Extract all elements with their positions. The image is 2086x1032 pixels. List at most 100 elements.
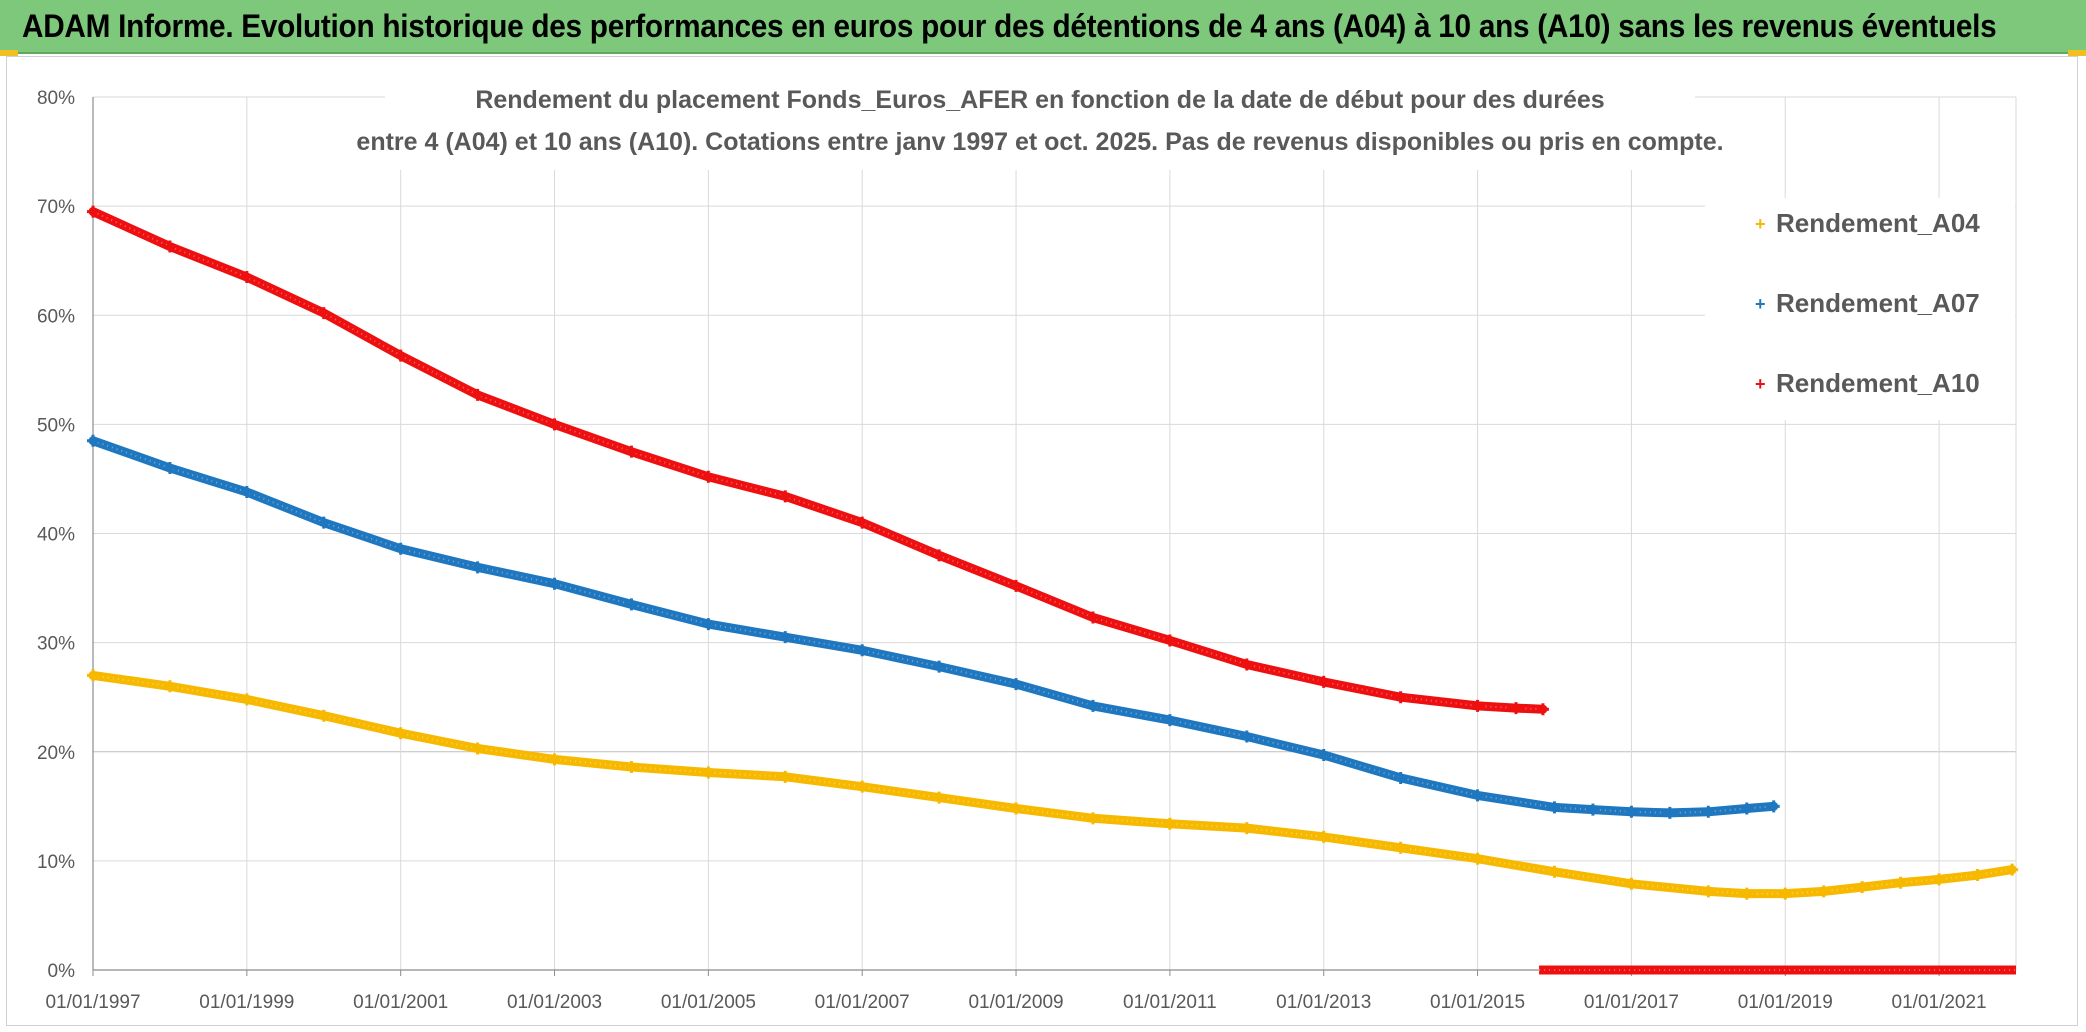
data-point	[1240, 730, 1253, 743]
data-point	[548, 418, 561, 431]
data-point	[856, 644, 869, 657]
data-point	[856, 516, 869, 529]
x-tick-label: 01/01/2003	[507, 992, 602, 1013]
data-point	[1740, 802, 1753, 815]
data-point	[1625, 877, 1638, 890]
data-point	[240, 486, 253, 499]
data-point	[702, 470, 715, 483]
data-point	[471, 742, 484, 755]
x-tick-label: 01/01/2001	[353, 992, 448, 1013]
data-point	[2006, 863, 2019, 876]
legend: + Rendement_A04 + Rendement_A07 + Rendem…	[1705, 198, 2015, 420]
data-point	[625, 761, 638, 774]
data-point	[1010, 678, 1023, 691]
chart-title-line-1: Rendement du placement Fonds_Euros_AFER …	[475, 86, 1604, 114]
header-banner: ADAM Informe. Evolution historique des p…	[0, 0, 2086, 54]
data-point	[1394, 841, 1407, 854]
legend-item-a07: + Rendement_A07	[1755, 288, 1980, 318]
data-point	[1548, 801, 1561, 814]
series-group	[87, 205, 2019, 975]
data-point	[1702, 805, 1715, 818]
banner-title: ADAM Informe. Evolution historique des p…	[22, 8, 1997, 44]
series-Rendement_A04	[87, 669, 2019, 900]
data-point	[779, 770, 792, 783]
data-point	[240, 693, 253, 706]
corner-mark-right	[2068, 50, 2086, 56]
axes: 0% 10% 20% 30% 40% 50% 60% 70% 80% 01/01/1997 01/0…	[37, 88, 2016, 1013]
series-Rendement_A07	[87, 434, 1780, 819]
y-tick-label: 20%	[37, 743, 75, 764]
data-point	[702, 618, 715, 631]
data-point	[240, 271, 253, 284]
data-point	[1471, 699, 1484, 712]
x-tick-label: 01/01/2017	[1584, 992, 1679, 1013]
data-point	[1702, 885, 1715, 898]
data-point	[1971, 869, 1984, 882]
data-point	[933, 549, 946, 562]
legend-background	[1705, 198, 2015, 420]
x-tick-label: 01/01/1997	[45, 992, 140, 1013]
legend-marker-a10: +	[1755, 374, 1766, 394]
data-point	[1010, 579, 1023, 592]
data-point	[471, 561, 484, 574]
data-point	[87, 434, 99, 447]
data-point	[317, 709, 330, 722]
x-tick-label: 01/01/2005	[661, 992, 756, 1013]
data-point	[1317, 830, 1330, 843]
data-point	[163, 680, 176, 693]
y-tick-label: 10%	[37, 852, 75, 873]
data-point	[1548, 865, 1561, 878]
data-point	[933, 791, 946, 804]
data-point	[87, 205, 99, 218]
title-background	[385, 80, 1695, 170]
data-point	[1663, 806, 1676, 819]
y-tick-label: 50%	[37, 415, 75, 436]
data-point	[1471, 789, 1484, 802]
data-point	[163, 462, 176, 475]
data-point	[317, 307, 330, 320]
series-line	[88, 207, 1548, 714]
data-point	[1779, 887, 1792, 900]
chart-title-line-2: entre 4 (A04) et 10 ans (A10). Cotations…	[356, 128, 1723, 156]
y-tick-label: 0%	[48, 961, 76, 982]
data-point	[87, 669, 99, 682]
data-point	[1163, 634, 1176, 647]
legend-label-a07: Rendement_A07	[1776, 288, 1980, 318]
data-point	[1010, 802, 1023, 815]
data-point	[1933, 873, 1946, 886]
series-marker-texture	[92, 439, 1774, 814]
y-tick-label: 60%	[37, 306, 75, 327]
data-point	[1317, 675, 1330, 688]
data-point	[548, 753, 561, 766]
data-point	[1240, 658, 1253, 671]
data-point	[1394, 691, 1407, 704]
x-tick-label: 01/01/2015	[1430, 992, 1525, 1013]
x-tick-label: 01/01/2021	[1892, 992, 1987, 1013]
data-point	[1394, 771, 1407, 784]
chart-area-border	[6, 56, 2078, 1026]
data-point	[163, 240, 176, 253]
chart-title: Rendement du placement Fonds_Euros_AFER …	[356, 80, 1724, 170]
data-point	[1767, 800, 1780, 813]
data-point	[1163, 714, 1176, 727]
y-tick-label: 30%	[37, 634, 75, 655]
data-point	[1240, 822, 1253, 835]
legend-marker-a07: +	[1755, 294, 1766, 314]
series-Rendement_A10	[87, 205, 2016, 975]
data-point	[1586, 803, 1599, 816]
series-line	[88, 436, 1779, 818]
x-tick-label: 01/01/2009	[968, 992, 1063, 1013]
corner-mark-left	[0, 50, 18, 56]
data-point	[702, 766, 715, 779]
x-tick-label: 01/01/1999	[199, 992, 294, 1013]
data-point	[1817, 885, 1830, 898]
data-point	[394, 542, 407, 555]
legend-item-a04: + Rendement_A04	[1755, 208, 1980, 238]
data-point	[625, 445, 638, 458]
x-tick-label: 01/01/2007	[815, 992, 910, 1013]
legend-label-a04: Rendement_A04	[1776, 208, 1980, 238]
data-point	[1536, 703, 1549, 716]
data-point	[1086, 699, 1099, 712]
data-point	[1625, 805, 1638, 818]
